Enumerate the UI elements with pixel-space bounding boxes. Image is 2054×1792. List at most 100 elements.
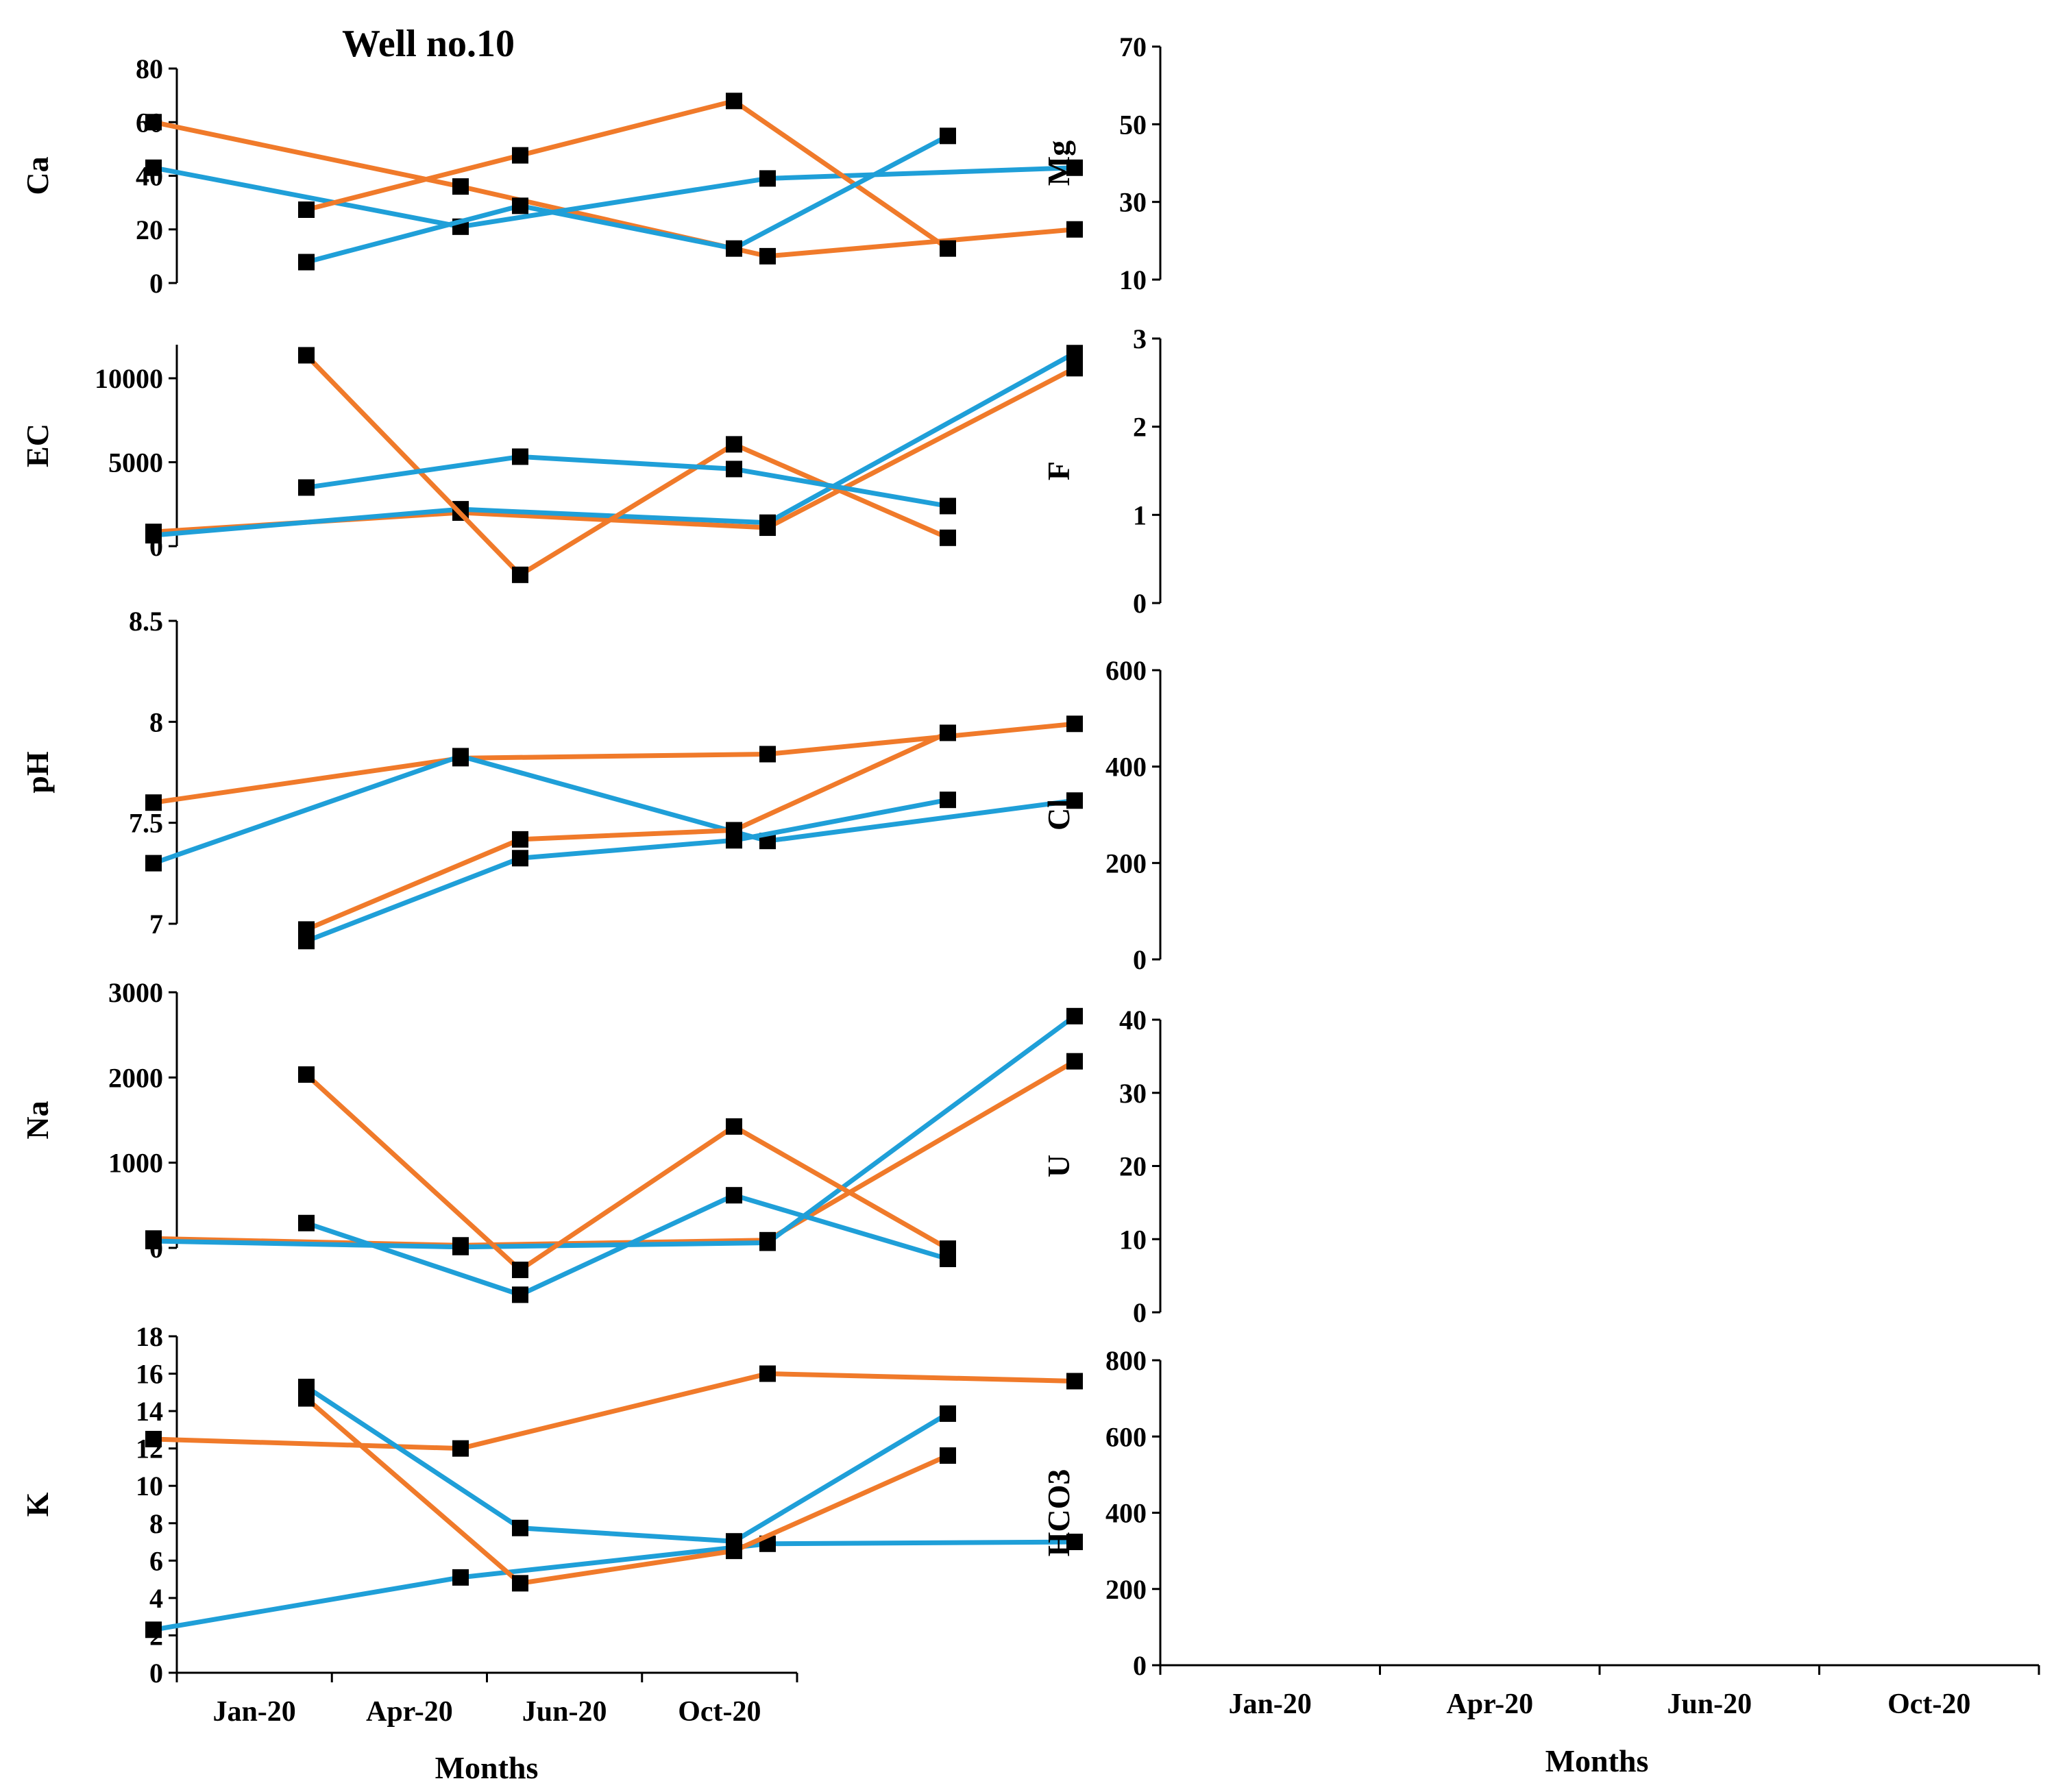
series-b-line bbox=[304, 354, 949, 578]
panel-mg: 10 30 50 70 Mg bbox=[298, 32, 1162, 295]
series-a-marker bbox=[940, 1251, 956, 1268]
series-a-marker bbox=[940, 791, 956, 809]
y-tick-label: 10 bbox=[1119, 265, 1147, 295]
panel-ph: 7 7.5 8 8.5 pH bbox=[20, 606, 1083, 940]
series-a-marker bbox=[145, 855, 162, 872]
y-tick-label: 80 bbox=[136, 53, 163, 84]
y-tick-label: 4 bbox=[149, 1583, 163, 1614]
y-tick-label: 16 bbox=[136, 1359, 163, 1390]
y-tick-label: 0 bbox=[1133, 944, 1147, 975]
series-b-marker bbox=[145, 794, 162, 811]
y-tick-label: 8.5 bbox=[129, 606, 163, 637]
series-a-marker bbox=[726, 1533, 742, 1550]
series-a-line bbox=[305, 1192, 949, 1297]
series-a-marker bbox=[1066, 1007, 1083, 1024]
series-a-marker bbox=[940, 498, 956, 515]
x-tick-label: Oct-20 bbox=[1887, 1689, 1970, 1720]
series-a-marker bbox=[1066, 792, 1083, 809]
y-tick-label: 7 bbox=[149, 909, 163, 940]
series-a-marker bbox=[726, 832, 742, 849]
y-axis-label: K bbox=[20, 1492, 55, 1517]
series-a-marker bbox=[726, 240, 742, 257]
series-a-marker bbox=[298, 479, 315, 496]
y-tick-label: 2 bbox=[1133, 412, 1147, 443]
x-tick-label: Jun-20 bbox=[522, 1696, 607, 1728]
y-tick-label: 200 bbox=[1105, 1574, 1147, 1605]
series-b-marker bbox=[512, 147, 528, 164]
series-b-marker bbox=[145, 114, 162, 131]
y-tick-label: 0 bbox=[1133, 1297, 1147, 1328]
series-b-line bbox=[153, 119, 1075, 259]
series-b-line bbox=[304, 1072, 949, 1273]
y-tick-label: 600 bbox=[1105, 655, 1147, 686]
series-b-marker bbox=[512, 1262, 528, 1279]
series-a-marker bbox=[759, 170, 776, 187]
series-b-marker bbox=[940, 529, 956, 546]
y-tick-label: 20 bbox=[1119, 1151, 1147, 1182]
x-axis-label-left: Months bbox=[435, 1750, 539, 1785]
y-tick-label: 20 bbox=[136, 214, 163, 245]
y-tick-label: 0 bbox=[1133, 1650, 1147, 1681]
series-a-marker bbox=[298, 1378, 315, 1395]
series-b-marker bbox=[298, 347, 315, 364]
series-a-marker bbox=[1066, 1534, 1083, 1551]
y-tick-label: 3000 bbox=[108, 977, 163, 1008]
series-a-marker bbox=[452, 748, 469, 765]
y-tick-label: 14 bbox=[136, 1396, 163, 1427]
y-tick-label: 0 bbox=[149, 268, 163, 299]
y-axis-label: U bbox=[1041, 1155, 1076, 1177]
y-tick-label: 30 bbox=[1119, 187, 1147, 218]
series-a-marker bbox=[759, 1234, 776, 1251]
series-b-marker bbox=[726, 1118, 742, 1135]
series-a-marker bbox=[512, 448, 528, 465]
y-tick-label: 8 bbox=[149, 1508, 163, 1539]
series-b-marker bbox=[726, 436, 742, 453]
panel-ca: 020406080Ca bbox=[20, 53, 1083, 299]
y-tick-label: 200 bbox=[1105, 848, 1147, 879]
series-b-marker bbox=[512, 566, 528, 583]
series-a-line bbox=[153, 351, 1076, 538]
series-b-marker bbox=[1066, 715, 1083, 733]
series-b-marker bbox=[452, 178, 469, 195]
panel-u: 0 10 20 30 40 U bbox=[298, 1005, 1162, 1328]
series-b-marker bbox=[512, 1575, 528, 1592]
x-tick-label: Oct-20 bbox=[678, 1696, 761, 1728]
series-a-line bbox=[305, 1385, 949, 1544]
y-axis-label: Ca bbox=[20, 156, 55, 195]
y-axis-label: HCO3 bbox=[1041, 1469, 1076, 1557]
y-tick-label: 40 bbox=[1119, 1005, 1147, 1035]
series-a-marker bbox=[145, 159, 162, 176]
y-axis-label: F bbox=[1041, 461, 1076, 480]
series-a-marker bbox=[726, 461, 742, 478]
y-axis-label: EC bbox=[20, 424, 55, 467]
series-b-marker bbox=[759, 1365, 776, 1382]
series-b-line bbox=[304, 1396, 949, 1586]
y-tick-label: 1000 bbox=[108, 1148, 163, 1179]
x-tick-label: Jun-20 bbox=[1667, 1689, 1752, 1720]
y-tick-label: 400 bbox=[1105, 1498, 1147, 1529]
series-a-marker bbox=[940, 127, 956, 145]
y-axis-label: Mg bbox=[1041, 140, 1076, 186]
series-b-marker bbox=[298, 201, 315, 218]
y-tick-label: 2000 bbox=[108, 1062, 163, 1093]
series-b-marker bbox=[1066, 221, 1083, 238]
series-b-line bbox=[306, 98, 949, 251]
panel-f: 0 1 2 3 F bbox=[298, 323, 1162, 619]
series-b-line bbox=[153, 366, 1076, 535]
y-tick-label: 18 bbox=[136, 1321, 163, 1352]
series-b-marker bbox=[1066, 360, 1083, 377]
series-a-marker bbox=[512, 850, 528, 867]
series-a-line bbox=[153, 1539, 1075, 1632]
y-axis-label: Na bbox=[20, 1101, 55, 1139]
y-tick-label: 8 bbox=[149, 707, 163, 737]
series-b-marker bbox=[759, 746, 776, 763]
series-a-marker bbox=[298, 1214, 315, 1231]
series-a-line bbox=[305, 797, 949, 944]
series-a-marker bbox=[512, 1286, 528, 1303]
panel-hco3: 0 200 400 600 800 HCO3 Jan-20 Apr-20 Jun-20 Oct-2… bbox=[298, 1345, 2040, 1720]
series-b-line bbox=[305, 731, 949, 932]
series-a-marker bbox=[145, 527, 162, 544]
series-b-marker bbox=[940, 240, 956, 257]
x-tick-label: Jan-20 bbox=[1229, 1689, 1312, 1720]
series-a-marker bbox=[512, 1519, 528, 1536]
